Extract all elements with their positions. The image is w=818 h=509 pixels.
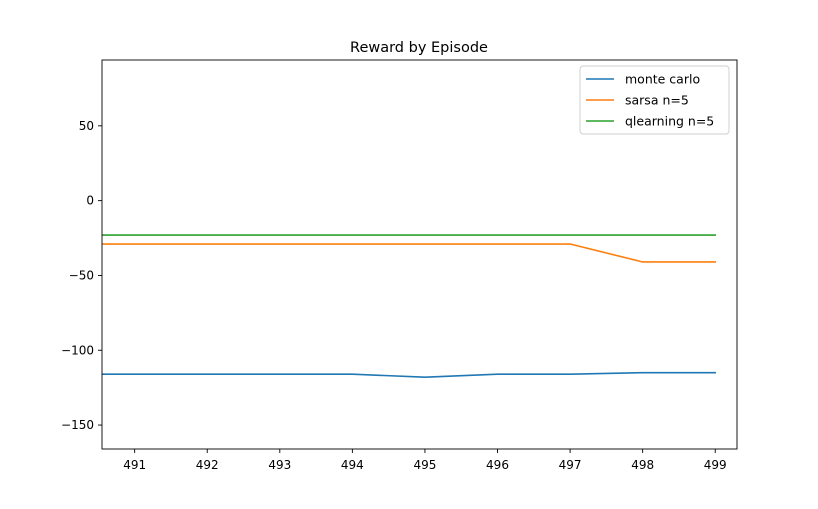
legend-label: qlearning n=5 <box>625 114 714 129</box>
x-tick-label: 491 <box>123 458 146 472</box>
series-layer <box>102 234 717 378</box>
x-tick-label: 499 <box>704 458 727 472</box>
x-tick-label: 493 <box>268 458 291 472</box>
legend-label: monte carlo <box>625 72 700 87</box>
x-tick-label: 492 <box>196 458 219 472</box>
axes-layer: 491 492 493 494 495 496 497 498 499500−50−100−15… <box>61 59 738 472</box>
legend: monte carlo sarsa n=5 qlearning n=5 <box>579 65 730 135</box>
y-tick-label: −150 <box>61 418 94 432</box>
y-tick-label: 50 <box>79 119 94 133</box>
x-tick-label: 497 <box>559 458 582 472</box>
x-tick-label: 495 <box>413 458 436 472</box>
legend-label: sarsa n=5 <box>625 93 689 108</box>
series-line-1 <box>102 371 717 378</box>
x-tick-label: 498 <box>631 458 654 472</box>
plot-frame <box>101 59 738 450</box>
y-tick-label: −100 <box>61 343 94 357</box>
y-tick-label: 0 <box>86 194 94 208</box>
legend-box <box>579 65 730 135</box>
series-line-2 <box>102 243 717 263</box>
x-tick-label: 494 <box>341 458 364 472</box>
x-tick-label: 496 <box>486 458 509 472</box>
chart-title: Reward by Episode <box>350 40 488 56</box>
y-tick-label: −50 <box>69 268 94 282</box>
